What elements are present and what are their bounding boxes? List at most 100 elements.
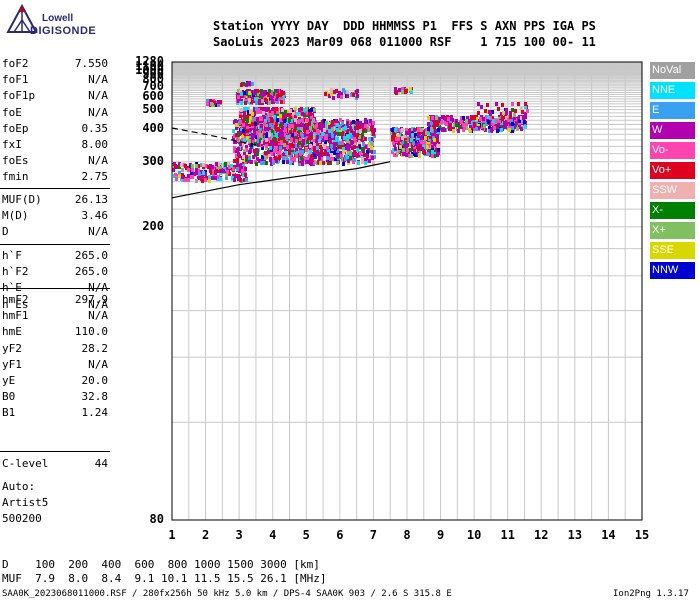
- echo-point: [322, 124, 325, 128]
- echo-point: [462, 116, 465, 120]
- y-tick-label: 1100: [135, 58, 164, 73]
- echo-point: [399, 134, 402, 138]
- echo-point: [187, 174, 190, 178]
- echo-point: [237, 152, 240, 156]
- echo-point: [362, 125, 365, 129]
- echo-point: [178, 174, 181, 178]
- echo-point: [293, 150, 296, 154]
- echo-point: [409, 87, 412, 91]
- echo-point: [304, 142, 307, 146]
- param-value: 28.2: [81, 341, 109, 355]
- echo-point: [485, 122, 488, 126]
- echo-point: [492, 119, 495, 123]
- echo-point: [348, 144, 351, 148]
- echo-point: [252, 139, 255, 143]
- echo-point: [206, 99, 209, 103]
- echo-point: [245, 148, 248, 152]
- echo-point: [216, 166, 219, 170]
- echo-point: [436, 153, 439, 157]
- echo-point: [235, 133, 238, 137]
- echo-point: [392, 141, 395, 145]
- echo-point: [204, 172, 207, 176]
- echo-point: [368, 156, 371, 160]
- echo-point: [521, 110, 524, 114]
- echo-point: [334, 157, 337, 161]
- echo-point: [270, 140, 273, 144]
- echo-point: [224, 162, 227, 166]
- param-name: hmF2: [2, 293, 29, 306]
- param-value: N/A: [88, 297, 108, 311]
- echo-point: [279, 118, 282, 122]
- y-tick-label: 200: [142, 218, 164, 233]
- echo-point: [342, 150, 345, 154]
- logo-digisonde: DIGISONDE: [30, 25, 97, 37]
- echo-point: [235, 154, 238, 158]
- echo-point: [310, 139, 313, 143]
- echo-point: [277, 121, 280, 125]
- echo-point: [436, 139, 439, 143]
- echo-point: [319, 123, 322, 127]
- echo-point: [307, 150, 310, 154]
- echo-point: [282, 156, 285, 160]
- echo-point: [299, 152, 302, 156]
- echo-point: [330, 144, 333, 148]
- echo-point: [510, 119, 513, 123]
- echo-point: [336, 161, 339, 165]
- echo-point: [297, 124, 300, 128]
- echo-point: [324, 149, 327, 153]
- echo-point: [242, 155, 245, 159]
- echo-point: [473, 127, 476, 131]
- echo-point: [460, 120, 463, 124]
- param-row: yE 20.0: [2, 374, 108, 390]
- echo-point: [393, 133, 396, 137]
- echo-point: [340, 95, 343, 99]
- echo-point: [488, 126, 491, 130]
- echo-point: [195, 164, 198, 168]
- echo-point: [303, 113, 306, 117]
- trace-curve-solid: [171, 161, 391, 199]
- echo-point: [368, 122, 371, 126]
- echo-point: [241, 138, 244, 142]
- echo-point: [308, 121, 311, 125]
- echo-point: [353, 145, 356, 149]
- echo-point: [236, 120, 239, 124]
- echo-point: [259, 138, 262, 142]
- echo-point: [293, 158, 296, 162]
- echo-point: [511, 126, 514, 130]
- echo-point: [313, 128, 316, 132]
- echo-point: [364, 161, 367, 165]
- echo-point: [505, 111, 508, 115]
- echo-point: [358, 135, 361, 139]
- echo-point: [295, 148, 298, 152]
- echo-point: [339, 118, 342, 122]
- echo-point: [260, 161, 263, 165]
- echo-point: [305, 123, 308, 127]
- x-tick-label: 9: [436, 528, 445, 542]
- echo-point: [214, 176, 217, 180]
- echo-point: [209, 169, 212, 173]
- echo-point: [180, 163, 183, 167]
- echo-point: [395, 137, 398, 141]
- echo-point: [491, 110, 494, 114]
- echo-point: [329, 161, 332, 165]
- echo-point: [294, 118, 297, 122]
- echo-point: [278, 156, 281, 160]
- echo-point: [273, 92, 276, 96]
- echo-point: [336, 138, 339, 142]
- echo-point: [287, 113, 290, 117]
- echo-point: [404, 141, 407, 145]
- echo-point: [300, 107, 303, 111]
- echo-point: [225, 173, 228, 177]
- echo-point: [240, 128, 243, 132]
- echo-point: [371, 142, 374, 146]
- echo-point: [465, 126, 468, 130]
- echo-point: [420, 128, 423, 132]
- echo-point: [501, 103, 504, 107]
- echo-point: [310, 155, 313, 159]
- echo-point: [316, 142, 319, 146]
- echo-point: [301, 112, 304, 116]
- echo-point: [488, 129, 491, 133]
- echo-point: [496, 129, 499, 133]
- param-row: foF2 7.550: [2, 57, 108, 73]
- echo-point: [346, 129, 349, 133]
